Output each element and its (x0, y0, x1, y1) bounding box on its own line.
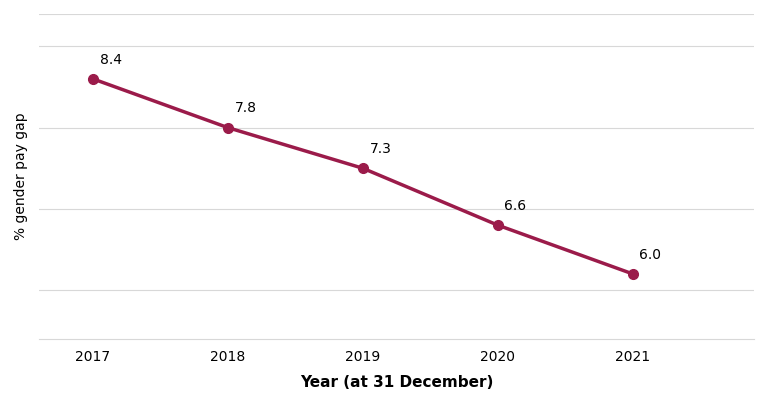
Text: 6.0: 6.0 (640, 248, 661, 262)
Text: 8.4: 8.4 (100, 53, 121, 67)
Text: 7.8: 7.8 (235, 101, 257, 116)
Y-axis label: % gender pay gap: % gender pay gap (14, 113, 28, 240)
X-axis label: Year (at 31 December): Year (at 31 December) (300, 375, 493, 390)
Text: 7.3: 7.3 (369, 142, 392, 156)
Text: 6.6: 6.6 (505, 199, 527, 213)
